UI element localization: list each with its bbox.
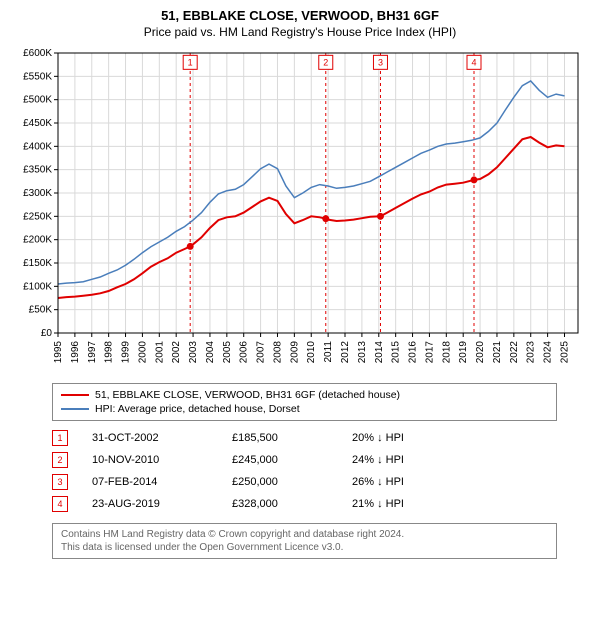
legend-item: HPI: Average price, detached house, Dors… xyxy=(61,402,548,416)
svg-text:£200K: £200K xyxy=(23,235,52,246)
chart-subtitle: Price paid vs. HM Land Registry's House … xyxy=(14,25,586,39)
sale-row: 131-OCT-2002£185,50020% ↓ HPI xyxy=(52,427,586,449)
svg-text:2020: 2020 xyxy=(475,341,486,364)
svg-text:2022: 2022 xyxy=(509,341,520,364)
svg-text:£50K: £50K xyxy=(29,305,53,316)
sales-table: 131-OCT-2002£185,50020% ↓ HPI210-NOV-201… xyxy=(52,427,586,515)
svg-text:2008: 2008 xyxy=(272,341,283,364)
price-chart: £0 £50K £100K £150K £200K £250K £300K £350K £400… xyxy=(14,47,586,377)
svg-text:£600K: £600K xyxy=(23,48,52,59)
sale-marker: 2 xyxy=(52,452,68,468)
svg-text:1999: 1999 xyxy=(121,341,132,364)
svg-text:2016: 2016 xyxy=(408,341,419,364)
sale-date: 23-AUG-2019 xyxy=(68,498,232,510)
sale-price: £328,000 xyxy=(232,498,352,510)
svg-text:2014: 2014 xyxy=(374,341,385,364)
sale-date: 10-NOV-2010 xyxy=(68,454,232,466)
legend-item: 51, EBBLAKE CLOSE, VERWOOD, BH31 6GF (de… xyxy=(61,388,548,402)
svg-text:3: 3 xyxy=(378,57,383,67)
svg-text:2005: 2005 xyxy=(222,341,233,364)
svg-text:2013: 2013 xyxy=(357,341,368,364)
sale-marker: 1 xyxy=(52,430,68,446)
sale-row: 210-NOV-2010£245,00024% ↓ HPI xyxy=(52,449,586,471)
svg-text:£400K: £400K xyxy=(23,141,52,152)
svg-text:1: 1 xyxy=(188,57,193,67)
svg-text:1998: 1998 xyxy=(104,341,115,364)
svg-text:£450K: £450K xyxy=(23,118,52,129)
legend-label: HPI: Average price, detached house, Dors… xyxy=(95,403,300,415)
svg-text:2001: 2001 xyxy=(154,341,165,364)
svg-text:£500K: £500K xyxy=(23,95,52,106)
svg-text:1995: 1995 xyxy=(53,341,64,364)
svg-text:2024: 2024 xyxy=(543,341,554,364)
svg-text:£350K: £350K xyxy=(23,165,52,176)
sale-diff: 21% ↓ HPI xyxy=(352,498,462,510)
disclaimer-line: This data is licensed under the Open Gov… xyxy=(61,541,548,554)
sale-diff: 20% ↓ HPI xyxy=(352,432,462,444)
svg-text:2011: 2011 xyxy=(323,341,334,363)
svg-text:2004: 2004 xyxy=(205,341,216,364)
disclaimer: Contains HM Land Registry data © Crown c… xyxy=(52,523,557,559)
svg-text:2: 2 xyxy=(323,57,328,67)
svg-text:2007: 2007 xyxy=(256,341,267,364)
sale-price: £245,000 xyxy=(232,454,352,466)
disclaimer-line: Contains HM Land Registry data © Crown c… xyxy=(61,528,548,541)
svg-text:£150K: £150K xyxy=(23,258,52,269)
legend-swatch xyxy=(61,394,89,396)
legend: 51, EBBLAKE CLOSE, VERWOOD, BH31 6GF (de… xyxy=(52,383,557,421)
svg-text:2009: 2009 xyxy=(289,341,300,364)
sale-marker: 4 xyxy=(52,496,68,512)
svg-text:4: 4 xyxy=(471,57,476,67)
svg-text:£550K: £550K xyxy=(23,71,52,82)
svg-text:2025: 2025 xyxy=(559,341,570,364)
sale-marker: 3 xyxy=(52,474,68,490)
sale-price: £185,500 xyxy=(232,432,352,444)
svg-text:2000: 2000 xyxy=(137,341,148,364)
svg-text:£300K: £300K xyxy=(23,188,52,199)
svg-text:2003: 2003 xyxy=(188,341,199,364)
svg-text:2010: 2010 xyxy=(306,341,317,364)
sale-diff: 24% ↓ HPI xyxy=(352,454,462,466)
svg-text:2002: 2002 xyxy=(171,341,182,364)
sale-date: 31-OCT-2002 xyxy=(68,432,232,444)
svg-text:£0: £0 xyxy=(41,328,53,339)
sale-row: 307-FEB-2014£250,00026% ↓ HPI xyxy=(52,471,586,493)
sale-date: 07-FEB-2014 xyxy=(68,476,232,488)
svg-text:2023: 2023 xyxy=(526,341,537,364)
svg-text:£100K: £100K xyxy=(23,281,52,292)
svg-text:2015: 2015 xyxy=(391,341,402,364)
sale-price: £250,000 xyxy=(232,476,352,488)
sale-diff: 26% ↓ HPI xyxy=(352,476,462,488)
svg-text:1996: 1996 xyxy=(70,341,81,364)
svg-text:2019: 2019 xyxy=(458,341,469,364)
svg-text:2017: 2017 xyxy=(424,341,435,364)
svg-text:£250K: £250K xyxy=(23,211,52,222)
legend-swatch xyxy=(61,408,89,410)
svg-text:1997: 1997 xyxy=(87,341,98,364)
svg-text:2006: 2006 xyxy=(239,341,250,364)
legend-label: 51, EBBLAKE CLOSE, VERWOOD, BH31 6GF (de… xyxy=(95,389,400,401)
chart-title: 51, EBBLAKE CLOSE, VERWOOD, BH31 6GF xyxy=(14,8,586,23)
svg-text:2012: 2012 xyxy=(340,341,351,364)
svg-text:2018: 2018 xyxy=(441,341,452,364)
sale-row: 423-AUG-2019£328,00021% ↓ HPI xyxy=(52,493,586,515)
svg-text:2021: 2021 xyxy=(492,341,503,364)
